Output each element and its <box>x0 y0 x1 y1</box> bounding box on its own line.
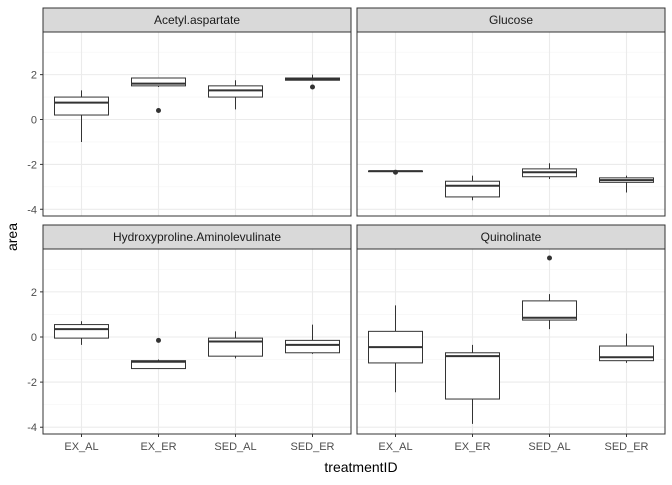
facet-strip-label: Acetyl.aspartate <box>154 13 240 27</box>
facet-panel: Acetyl.aspartate <box>42 7 352 217</box>
facet-strip <box>42 7 352 33</box>
facet-strip <box>42 224 352 250</box>
facet-panel: Glucose <box>356 7 666 217</box>
box-sed-al <box>522 163 577 179</box>
x-tick-label: EX_ER <box>454 441 490 453</box>
facet-strip-label: Quinolinate <box>481 230 542 244</box>
facet-panel: Hydroxyproline.Aminolevulinate <box>42 224 352 435</box>
facet-strip-label: Glucose <box>489 13 533 27</box>
box-sed-al <box>522 255 577 330</box>
outlier-point <box>156 337 161 343</box>
x-tick-label: EX_AL <box>378 441 412 453</box>
box-iqr <box>54 96 109 116</box>
box-iqr <box>445 180 500 198</box>
outlier-point <box>156 108 161 114</box>
box-ex-al <box>368 169 423 175</box>
box-ex-er <box>131 337 186 370</box>
y-tick-label: -4 <box>27 204 37 216</box>
facet-strip <box>356 7 666 33</box>
facet-strip <box>356 224 666 250</box>
facet-strip-label: Hydroxyproline.Aminolevulinate <box>113 230 281 244</box>
box-ex-al <box>54 90 109 142</box>
y-tick-label: -2 <box>27 159 37 171</box>
box-ex-er <box>445 175 500 201</box>
box-iqr <box>445 352 500 400</box>
outlier-point <box>310 84 315 90</box>
x-tick-label: SED_AL <box>214 441 256 453</box>
y-tick-label: 0 <box>31 332 37 344</box>
box-iqr <box>131 360 186 370</box>
x-tick-label: SED_ER <box>604 441 648 453</box>
box-iqr <box>522 300 577 321</box>
box-sed-er <box>599 333 654 363</box>
panel-background <box>357 32 665 216</box>
box-iqr <box>131 77 186 87</box>
box-sed-er <box>599 175 654 193</box>
x-tick-label: SED_AL <box>528 441 570 453</box>
box-sed-er <box>285 74 340 90</box>
x-tick-label: EX_ER <box>140 441 176 453</box>
outlier-point <box>547 255 552 261</box>
y-tick-label: -4 <box>27 422 37 434</box>
box-ex-al <box>368 305 423 393</box>
facet-panel: Quinolinate <box>356 224 666 435</box>
y-axis-title: area <box>4 223 20 251</box>
x-tick-label: EX_AL <box>64 441 98 453</box>
box-ex-er <box>445 344 500 424</box>
box-iqr <box>285 339 340 354</box>
y-tick-label: -2 <box>27 377 37 389</box>
box-iqr <box>208 85 263 98</box>
axes-group: -4 -2 0 2 -4 -2 0 2 EX_AL EX_ER SED_AL SED_ER EX_AL E… <box>27 70 648 453</box>
y-tick-label: 2 <box>31 70 37 82</box>
box-sed-al <box>208 80 263 110</box>
panel-background <box>43 32 351 216</box>
y-tick-label: 2 <box>31 287 37 299</box>
x-tick-label: SED_ER <box>290 441 334 453</box>
box-sed-er <box>285 324 340 354</box>
box-ex-al <box>54 321 109 345</box>
y-tick-label: 0 <box>31 115 37 127</box>
box-iqr <box>54 324 109 339</box>
facet-panels: Acetyl.aspartate Glucose Hydroxyproline.Am… <box>42 7 666 435</box>
box-sed-al <box>208 331 263 359</box>
outlier-point <box>393 169 398 175</box>
box-iqr <box>599 345 654 362</box>
box-ex-er <box>131 77 186 114</box>
x-axis-title: treatmentID <box>324 459 397 475</box>
box-iqr <box>208 337 263 357</box>
